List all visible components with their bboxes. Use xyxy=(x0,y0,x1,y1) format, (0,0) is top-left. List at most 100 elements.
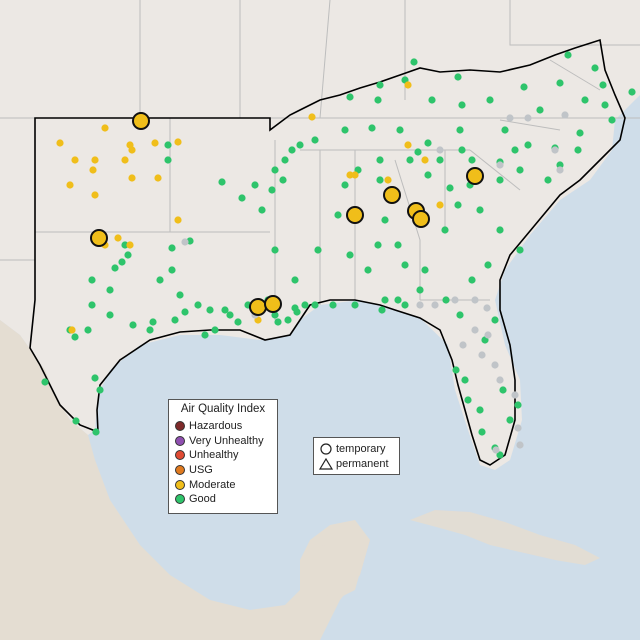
site-marker[interactable] xyxy=(461,376,469,384)
site-marker[interactable] xyxy=(279,176,287,184)
site-marker[interactable] xyxy=(599,81,607,89)
site-marker[interactable] xyxy=(226,311,234,319)
site-marker[interactable] xyxy=(293,308,301,316)
site-marker[interactable] xyxy=(71,156,79,164)
site-marker[interactable] xyxy=(101,124,109,132)
site-marker[interactable] xyxy=(436,156,444,164)
site-marker[interactable] xyxy=(516,246,524,254)
site-marker[interactable] xyxy=(464,396,472,404)
site-marker[interactable] xyxy=(394,241,402,249)
site-marker[interactable] xyxy=(271,246,279,254)
site-marker[interactable] xyxy=(341,126,349,134)
site-marker[interactable] xyxy=(452,366,460,374)
site-marker[interactable] xyxy=(574,146,582,154)
site-marker[interactable] xyxy=(218,178,226,186)
site-marker[interactable] xyxy=(291,276,299,284)
site-marker[interactable] xyxy=(511,391,519,399)
site-marker[interactable] xyxy=(484,331,492,339)
site-marker[interactable] xyxy=(591,64,599,72)
site-marker[interactable] xyxy=(499,386,507,394)
site-marker[interactable] xyxy=(346,171,354,179)
site-marker[interactable] xyxy=(484,261,492,269)
site-marker[interactable] xyxy=(486,96,494,104)
site-marker[interactable] xyxy=(211,326,219,334)
site-marker[interactable] xyxy=(364,266,372,274)
site-marker[interactable] xyxy=(514,424,522,432)
site-marker[interactable] xyxy=(451,296,459,304)
site-marker[interactable] xyxy=(168,266,176,274)
site-marker[interactable] xyxy=(368,124,376,132)
site-marker[interactable] xyxy=(251,181,259,189)
site-marker[interactable] xyxy=(471,296,479,304)
site-marker[interactable] xyxy=(66,181,74,189)
site-marker[interactable] xyxy=(378,306,386,314)
site-marker[interactable] xyxy=(281,156,289,164)
site-marker[interactable] xyxy=(106,286,114,294)
site-marker[interactable] xyxy=(458,101,466,109)
site-marker[interactable] xyxy=(149,318,157,326)
site-marker[interactable] xyxy=(72,417,80,425)
site-marker[interactable] xyxy=(164,141,172,149)
site-marker[interactable] xyxy=(181,308,189,316)
site-marker[interactable] xyxy=(374,241,382,249)
site-marker[interactable] xyxy=(164,156,172,164)
site-marker[interactable] xyxy=(91,156,99,164)
temporary-site-marker[interactable] xyxy=(249,298,267,316)
site-marker[interactable] xyxy=(483,304,491,312)
site-marker[interactable] xyxy=(176,291,184,299)
site-marker[interactable] xyxy=(456,126,464,134)
site-marker[interactable] xyxy=(174,138,182,146)
site-marker[interactable] xyxy=(274,318,282,326)
temporary-site-marker[interactable] xyxy=(412,210,430,228)
site-marker[interactable] xyxy=(576,129,584,137)
site-marker[interactable] xyxy=(454,73,462,81)
site-marker[interactable] xyxy=(401,261,409,269)
site-marker[interactable] xyxy=(551,146,559,154)
site-marker[interactable] xyxy=(556,161,564,169)
site-marker[interactable] xyxy=(121,156,129,164)
site-marker[interactable] xyxy=(478,351,486,359)
site-marker[interactable] xyxy=(91,191,99,199)
site-marker[interactable] xyxy=(478,428,486,436)
site-marker[interactable] xyxy=(96,386,104,394)
site-marker[interactable] xyxy=(441,226,449,234)
site-marker[interactable] xyxy=(376,81,384,89)
site-marker[interactable] xyxy=(384,176,392,184)
temporary-site-marker[interactable] xyxy=(346,206,364,224)
site-marker[interactable] xyxy=(201,331,209,339)
site-marker[interactable] xyxy=(311,301,319,309)
site-marker[interactable] xyxy=(92,428,100,436)
site-marker[interactable] xyxy=(346,251,354,259)
site-marker[interactable] xyxy=(471,326,479,334)
temporary-site-marker[interactable] xyxy=(264,295,282,313)
site-marker[interactable] xyxy=(68,326,76,334)
site-marker[interactable] xyxy=(84,326,92,334)
site-marker[interactable] xyxy=(581,96,589,104)
site-marker[interactable] xyxy=(476,206,484,214)
site-marker[interactable] xyxy=(601,101,609,109)
site-marker[interactable] xyxy=(401,301,409,309)
site-marker[interactable] xyxy=(311,136,319,144)
site-marker[interactable] xyxy=(456,311,464,319)
site-marker[interactable] xyxy=(496,376,504,384)
site-marker[interactable] xyxy=(416,286,424,294)
site-marker[interactable] xyxy=(271,311,279,319)
site-marker[interactable] xyxy=(341,181,349,189)
site-marker[interactable] xyxy=(410,58,418,66)
site-marker[interactable] xyxy=(129,321,137,329)
site-marker[interactable] xyxy=(628,88,636,96)
site-marker[interactable] xyxy=(334,211,342,219)
site-marker[interactable] xyxy=(151,139,159,147)
site-marker[interactable] xyxy=(516,166,524,174)
site-marker[interactable] xyxy=(516,441,524,449)
site-marker[interactable] xyxy=(491,316,499,324)
site-marker[interactable] xyxy=(301,301,309,309)
site-marker[interactable] xyxy=(329,301,337,309)
site-marker[interactable] xyxy=(308,113,316,121)
site-marker[interactable] xyxy=(506,114,514,122)
site-marker[interactable] xyxy=(221,306,229,314)
site-marker[interactable] xyxy=(238,194,246,202)
site-marker[interactable] xyxy=(374,96,382,104)
site-marker[interactable] xyxy=(428,96,436,104)
